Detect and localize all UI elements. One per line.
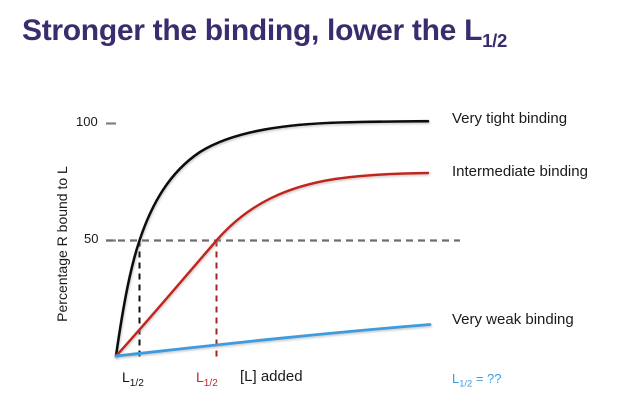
page-title-subscript: 1/2 xyxy=(482,30,508,51)
legend-label-very-weak-binding: Very weak binding xyxy=(452,311,574,328)
lhalf-label-tight: L1/2 xyxy=(122,369,144,389)
lhalf-label-weak: L1/2 = ?? xyxy=(452,371,502,389)
y-tick-label-100: 100 xyxy=(76,114,98,129)
lhalf-label-intermediate: L1/2 xyxy=(196,369,218,389)
lhalf-label-tight-sub: 1/2 xyxy=(129,377,144,389)
legend-label-intermediate-binding: Intermediate binding xyxy=(452,163,588,180)
y-axis-label: Percentage R bound to L xyxy=(54,166,70,322)
x-axis-label: [L] added xyxy=(240,368,303,385)
page-title: Stronger the binding, lower the L1/2 xyxy=(22,14,634,51)
lhalf-label-intermediate-main: L xyxy=(196,369,204,385)
legend-label-very-tight-binding: Very tight binding xyxy=(452,110,568,127)
lhalf-label-weak-tail: = ?? xyxy=(472,371,502,386)
curve-very-weak-binding xyxy=(114,323,432,358)
page-title-main: Stronger the binding, lower the L xyxy=(22,14,483,47)
y-tick-label-50: 50 xyxy=(84,231,99,246)
lhalf-label-intermediate-sub: 1/2 xyxy=(203,377,218,389)
lhalf-label-weak-main: L xyxy=(452,371,460,386)
lhalf-label-weak-sub: 1/2 xyxy=(459,378,473,389)
lhalf-label-tight-main: L xyxy=(122,369,130,385)
curve-intermediate-binding xyxy=(114,171,430,358)
curve-very-tight-binding xyxy=(114,119,430,358)
